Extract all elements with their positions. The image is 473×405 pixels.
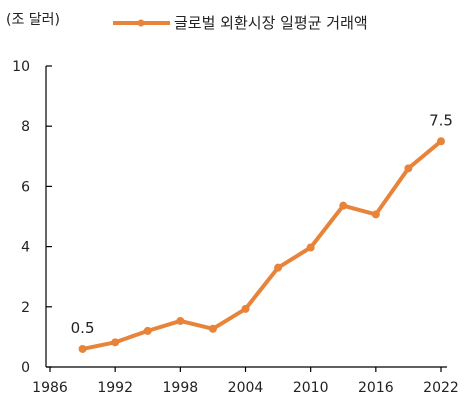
y-unit-label: (조 달러) — [6, 12, 60, 28]
y-tick-label: 8 — [21, 119, 30, 135]
data-point — [339, 201, 348, 210]
x-tick-label: 1992 — [97, 380, 133, 396]
data-point — [78, 344, 87, 353]
data-point — [111, 338, 120, 347]
legend-marker — [137, 19, 145, 27]
x-tick-label: 2022 — [423, 380, 459, 396]
y-tick-label: 6 — [21, 179, 30, 195]
data-point — [176, 316, 185, 325]
data-label: 0.5 — [71, 319, 95, 337]
data-point — [437, 137, 445, 146]
x-tick-label: 2004 — [228, 380, 264, 396]
data-point — [306, 243, 315, 252]
series-line — [80, 139, 443, 351]
y-tick-label: 10 — [12, 59, 30, 75]
y-tick-label: 4 — [21, 240, 30, 256]
y-tick-label: 0 — [21, 360, 30, 376]
data-label: 7.5 — [429, 111, 453, 129]
data-point — [143, 326, 152, 335]
x-tick-label: 2016 — [358, 380, 394, 396]
legend-label: 글로벌 외환시장 일평균 거래액 — [174, 14, 368, 32]
data-point — [241, 304, 250, 313]
data-point — [274, 263, 283, 272]
data-point — [404, 164, 413, 173]
legend: 글로벌 외환시장 일평균 거래액 — [113, 14, 368, 32]
data-point — [208, 324, 217, 333]
data-point — [371, 210, 380, 219]
y-tick-label: 2 — [21, 300, 30, 316]
x-tick-label: 2010 — [293, 380, 329, 396]
x-tick-label: 1998 — [163, 380, 199, 396]
x-tick-label: 1986 — [32, 380, 68, 396]
